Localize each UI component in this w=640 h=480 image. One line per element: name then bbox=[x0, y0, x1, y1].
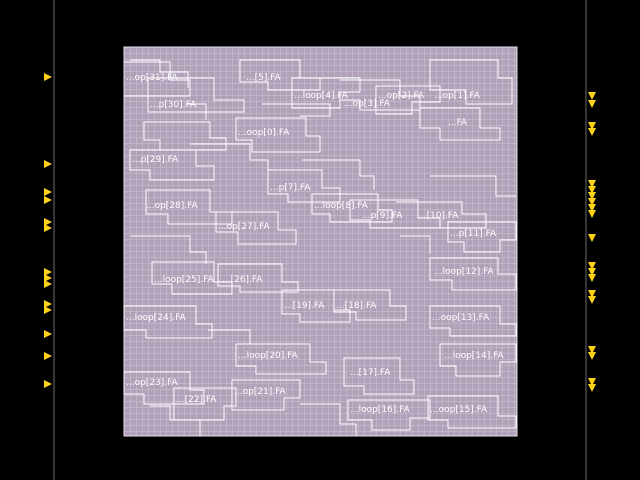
io-pin-icon bbox=[588, 290, 596, 298]
io-pin-icon bbox=[44, 280, 52, 288]
io-pin-icon bbox=[44, 196, 52, 204]
cell-label[interactable]: ...op[3].FA bbox=[344, 99, 391, 109]
io-pin-icon bbox=[588, 296, 596, 304]
cell-label[interactable]: ...loop[24].FA bbox=[126, 313, 186, 323]
cell-label[interactable]: ...op[27].FA bbox=[218, 222, 270, 232]
io-pin-icon bbox=[588, 352, 596, 360]
cell-label[interactable]: ...loop[4].FA bbox=[294, 91, 349, 101]
io-pin-icon bbox=[588, 274, 596, 282]
io-pin-icon bbox=[588, 378, 596, 386]
cell-label[interactable]: ...[19].FA bbox=[284, 301, 325, 311]
cell-label[interactable]: ...loop[20].FA bbox=[238, 351, 298, 361]
io-pin-icon bbox=[588, 210, 596, 218]
io-pin-icon bbox=[588, 122, 596, 130]
io-pin-icon bbox=[588, 92, 596, 100]
cell-label[interactable]: ...p[29].FA bbox=[132, 155, 179, 165]
cell-label[interactable]: ...loop[25].FA bbox=[154, 275, 214, 285]
cell-label[interactable]: ...loop[8].FA bbox=[314, 201, 369, 211]
cell-label[interactable]: ...p[7].FA bbox=[270, 183, 311, 193]
io-pin-icon bbox=[44, 306, 52, 314]
io-pin-icon bbox=[44, 218, 52, 226]
cell-label[interactable]: ...[17].FA bbox=[350, 368, 391, 378]
io-pin-icon bbox=[588, 262, 596, 270]
io-pin-icon bbox=[588, 198, 596, 206]
cell-label[interactable]: ...[22].FA bbox=[176, 395, 217, 405]
cell-label[interactable]: ...op[21].FA bbox=[234, 387, 286, 397]
cell-label[interactable]: ...[5].FA bbox=[246, 73, 282, 83]
io-pin-icon bbox=[588, 100, 596, 108]
cell-label[interactable]: ...p[30].FA bbox=[150, 100, 197, 110]
io-pin-icon bbox=[44, 380, 52, 388]
io-pin-icon bbox=[44, 188, 52, 196]
cell-label[interactable]: ...FA bbox=[448, 118, 468, 128]
io-pin-icon bbox=[44, 300, 52, 308]
cell-label[interactable]: ...p[11].FA bbox=[450, 229, 497, 239]
io-pin-icon bbox=[44, 224, 52, 232]
io-pin-icon bbox=[588, 180, 596, 188]
io-pin-icon bbox=[588, 128, 596, 136]
cell-label[interactable]: ...op[31].FA bbox=[126, 73, 178, 83]
io-pin-icon bbox=[588, 186, 596, 194]
cell-label[interactable]: ...loop[14].FA bbox=[444, 351, 504, 361]
cell-label[interactable]: ...[10].FA bbox=[418, 211, 459, 221]
io-pin-icon bbox=[588, 234, 596, 242]
io-pin-icon bbox=[588, 346, 596, 354]
cell-labels: ...op[31].FA ...[5].FA ...loop[4].FA ...… bbox=[126, 73, 504, 415]
io-pin-icon bbox=[588, 268, 596, 276]
cell-label[interactable]: ...loop[12].FA bbox=[434, 267, 494, 277]
cell-label[interactable]: ...p[9].FA bbox=[362, 211, 403, 221]
io-pin-icon bbox=[44, 268, 52, 276]
cell-label[interactable]: ...[18].FA bbox=[336, 301, 377, 311]
cell-label[interactable]: ...loop[16].FA bbox=[350, 405, 410, 415]
cell-label[interactable]: ...op[1].FA bbox=[434, 91, 481, 101]
cell-label[interactable]: ...[26].FA bbox=[222, 275, 263, 285]
cell-label[interactable]: ...op[28].FA bbox=[146, 201, 198, 211]
cell-label[interactable]: ...oop[13].FA bbox=[432, 313, 490, 323]
io-pin-icon bbox=[44, 73, 52, 81]
cell-label[interactable]: ...oop[0].FA bbox=[238, 128, 290, 138]
io-pin-icon bbox=[44, 274, 52, 282]
cell-label[interactable]: ...op[23].FA bbox=[126, 378, 178, 388]
io-pin-icon bbox=[588, 192, 596, 200]
io-pin-icon bbox=[44, 160, 52, 168]
cell-outlines bbox=[123, 59, 517, 436]
io-pin-icon bbox=[44, 330, 52, 338]
io-pin-icon bbox=[588, 204, 596, 212]
io-pin-icon bbox=[44, 352, 52, 360]
cell-label[interactable]: ...op[2].FA bbox=[378, 91, 425, 101]
io-pins bbox=[44, 73, 596, 392]
cell-label[interactable]: ...oop[15].FA bbox=[430, 405, 488, 415]
io-pin-icon bbox=[588, 384, 596, 392]
